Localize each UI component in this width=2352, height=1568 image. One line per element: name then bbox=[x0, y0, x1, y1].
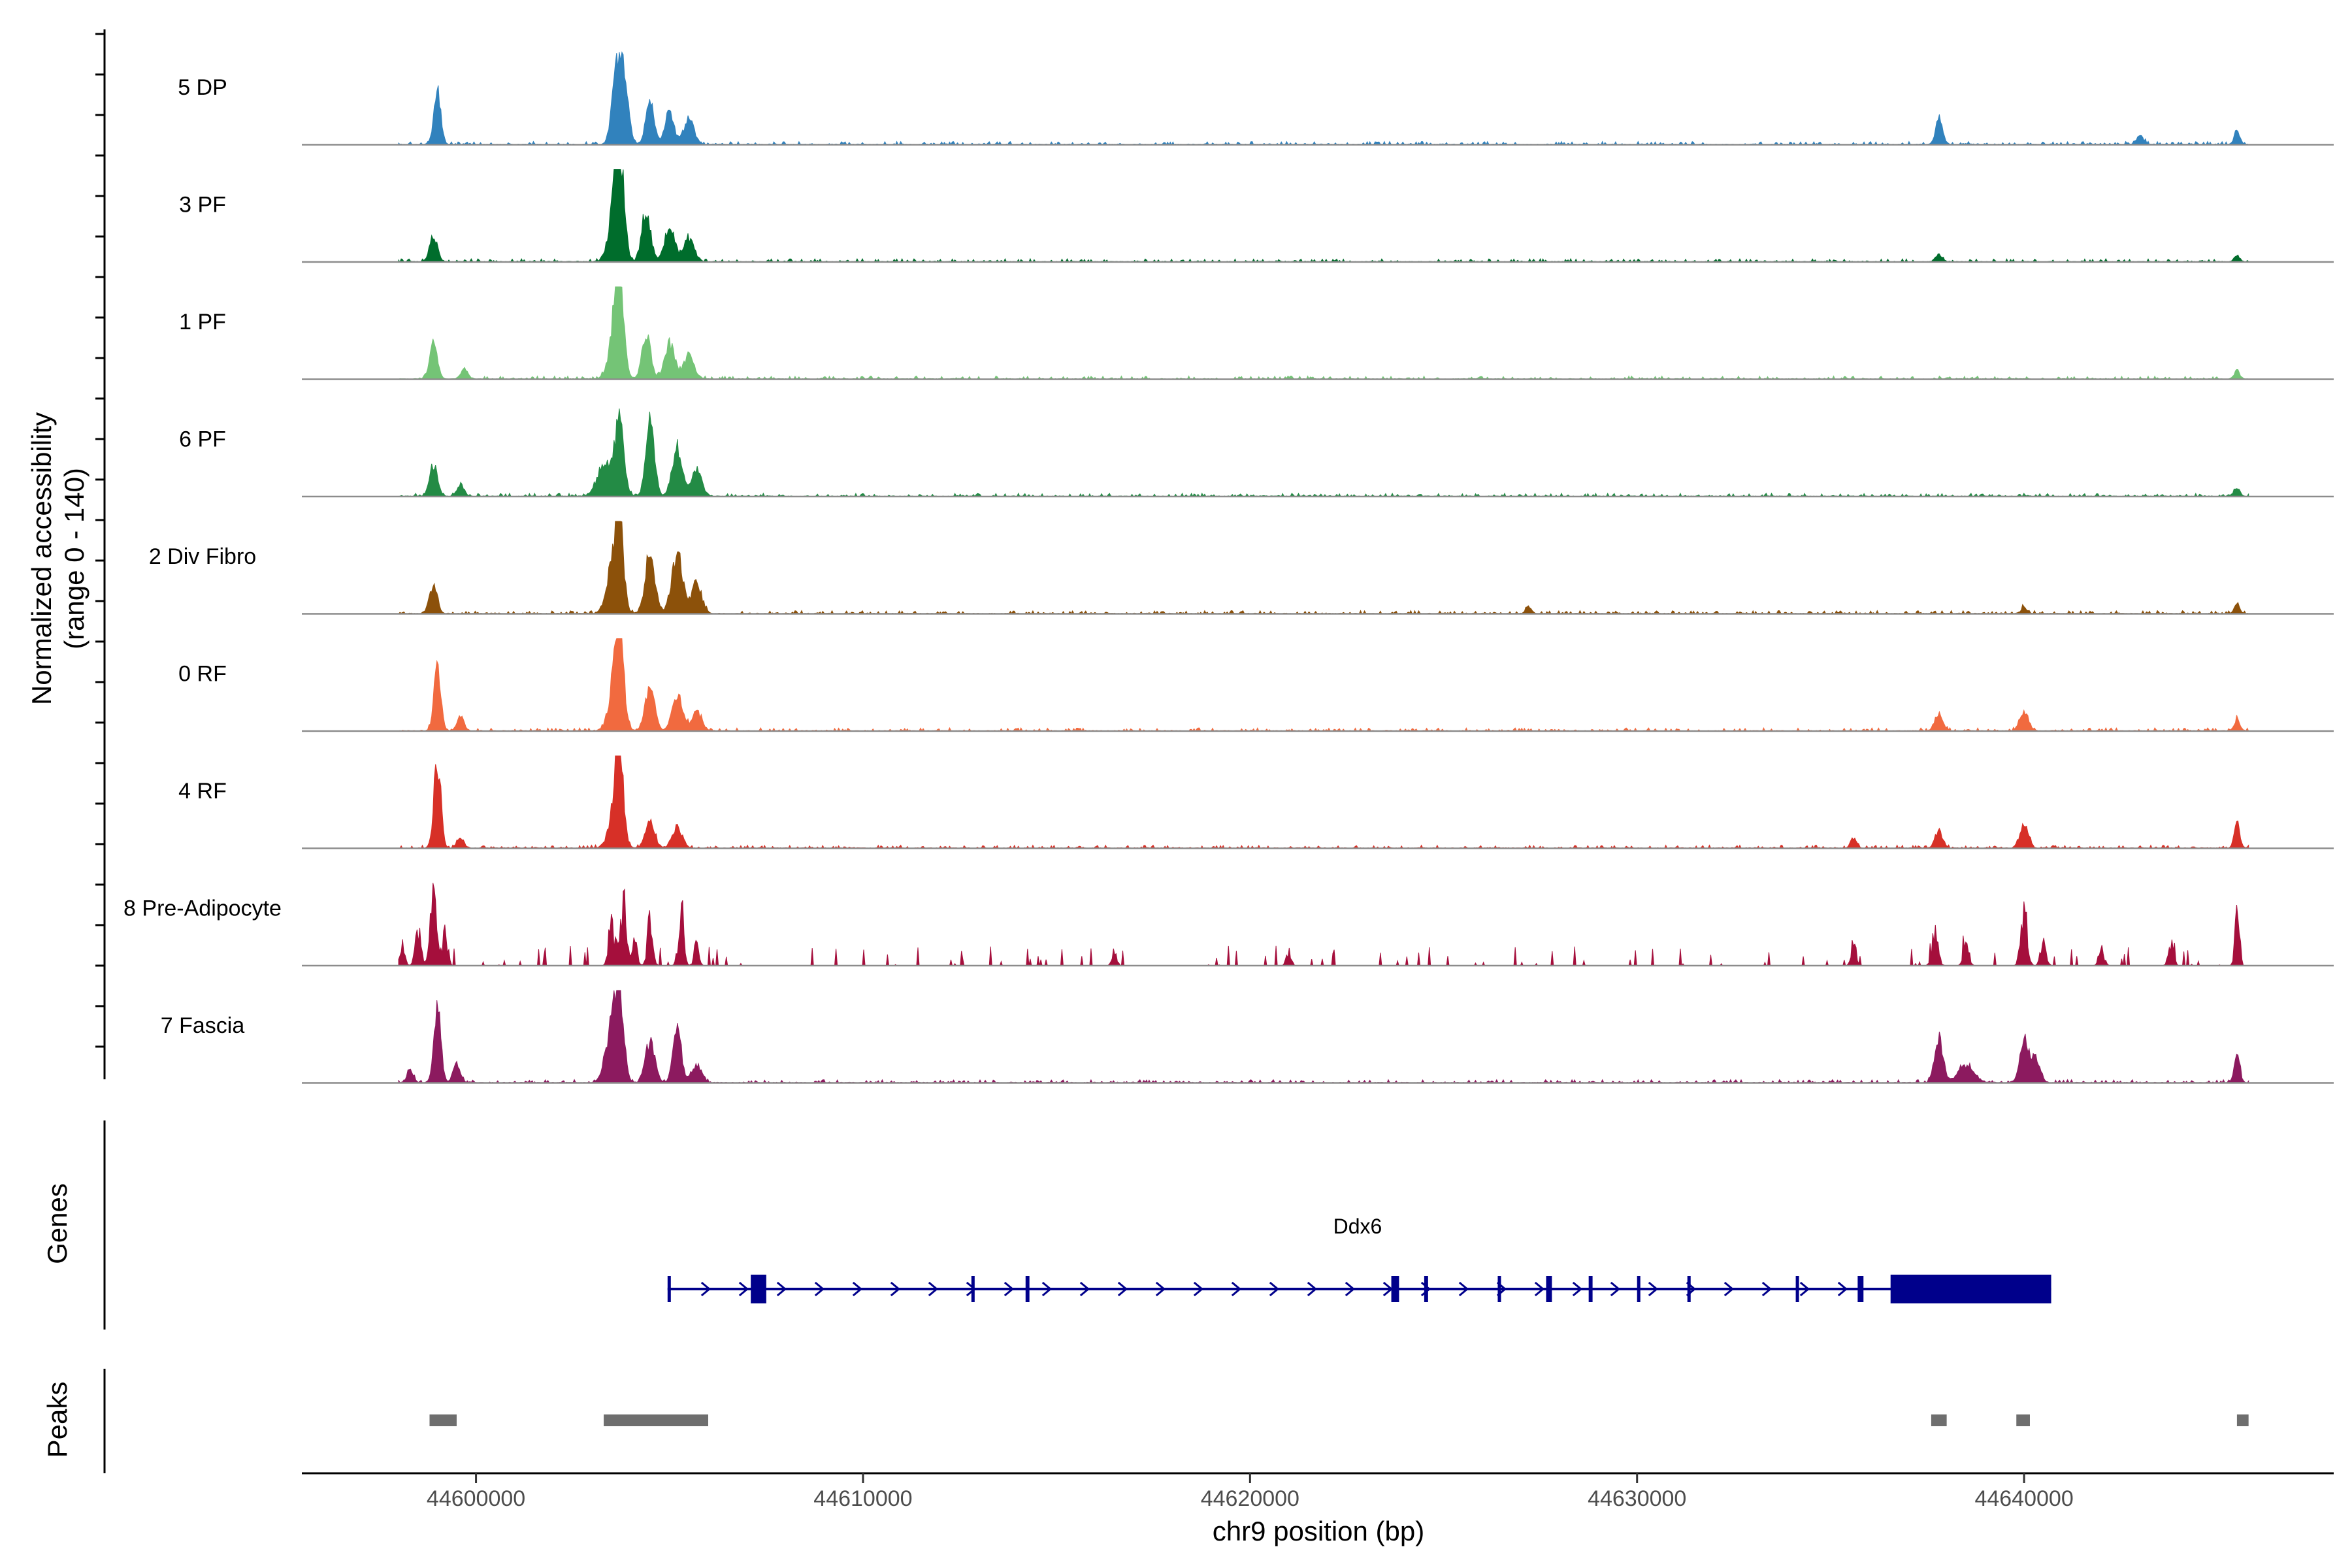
y-axis-title: Normalized accessibility bbox=[26, 412, 57, 705]
track-6-pf: 6 PF bbox=[179, 408, 2334, 498]
x-tick-label: 44600000 bbox=[427, 1486, 525, 1511]
x-axis-title: chr9 position (bp) bbox=[1213, 1516, 1425, 1546]
track-5-dp: 5 DP bbox=[178, 51, 2334, 146]
strand-arrow bbox=[1079, 1281, 1090, 1297]
track-label: 4 RF bbox=[178, 779, 227, 804]
gene-exon bbox=[1497, 1276, 1501, 1302]
peak-region bbox=[429, 1414, 457, 1426]
track-8-pre-adipocyte: 8 Pre-Adipocyte bbox=[123, 883, 2334, 967]
strand-arrow bbox=[890, 1281, 901, 1297]
gene-exon bbox=[1391, 1276, 1399, 1302]
gene-exon bbox=[751, 1275, 766, 1303]
track-label: 2 Div Fibro bbox=[149, 544, 256, 569]
gene-name-label: Ddx6 bbox=[1333, 1215, 1382, 1238]
strand-arrow bbox=[1117, 1281, 1128, 1297]
strand-arrow bbox=[1648, 1281, 1659, 1297]
strand-arrow bbox=[776, 1281, 787, 1297]
peak-region bbox=[2236, 1414, 2249, 1426]
track-3-pf: 3 PF bbox=[179, 169, 2334, 263]
strand-arrow bbox=[1534, 1281, 1545, 1297]
strand-arrow bbox=[814, 1281, 825, 1297]
track-1-pf: 1 PF bbox=[179, 286, 2334, 380]
gene-exon bbox=[1588, 1276, 1593, 1302]
x-tick-label: 44630000 bbox=[1588, 1486, 1686, 1511]
coverage-y-ticks bbox=[95, 33, 105, 1048]
strand-arrow bbox=[1458, 1281, 1469, 1297]
gene-exon bbox=[1890, 1275, 2051, 1303]
coverage-area bbox=[398, 638, 2249, 732]
x-tick-label: 44620000 bbox=[1201, 1486, 1299, 1511]
track-label: 1 PF bbox=[179, 310, 226, 335]
gene-exon bbox=[1546, 1276, 1552, 1302]
track-0-rf: 0 RF bbox=[178, 638, 2334, 732]
track-label: 5 DP bbox=[178, 75, 227, 100]
coverage-tracks: 5 DP 3 PF 1 PF 6 PF 2 Div Fibro 0 RF 4 RF 8 Pre… bbox=[123, 51, 2334, 1084]
peaks-panel-label: Peaks bbox=[42, 1382, 73, 1458]
peak-region bbox=[2016, 1414, 2030, 1426]
strand-arrow bbox=[1307, 1281, 1318, 1297]
strand-arrow bbox=[1269, 1281, 1280, 1297]
genes-panel-label: Genes bbox=[42, 1183, 73, 1264]
track-7-fascia: 7 Fascia bbox=[161, 990, 2334, 1084]
y-axis-title-group: Normalized accessibility (range 0 - 140) bbox=[26, 412, 90, 705]
gene-exon bbox=[1795, 1276, 1799, 1302]
strand-arrow bbox=[1761, 1281, 1772, 1297]
strand-arrow bbox=[1041, 1281, 1053, 1297]
strand-arrow bbox=[700, 1281, 711, 1297]
coverage-area bbox=[398, 408, 2249, 498]
strand-arrow bbox=[1193, 1281, 1204, 1297]
peak-track bbox=[429, 1414, 2249, 1426]
track-label: 8 Pre-Adipocyte bbox=[123, 896, 282, 921]
peak-region bbox=[604, 1414, 708, 1426]
gene-exon bbox=[971, 1276, 975, 1302]
peak-region bbox=[1931, 1414, 1947, 1426]
strand-arrow bbox=[1837, 1281, 1848, 1297]
track-4-rf: 4 RF bbox=[178, 755, 2334, 849]
gene-exon bbox=[1857, 1276, 1864, 1302]
strand-arrow bbox=[1004, 1281, 1015, 1297]
track-label: 3 PF bbox=[179, 193, 226, 218]
track-2-div-fibro: 2 Div Fibro bbox=[149, 521, 2334, 615]
gene-track: Ddx6 bbox=[667, 1215, 2051, 1303]
gene-exon bbox=[1637, 1276, 1641, 1302]
strand-arrow bbox=[928, 1281, 939, 1297]
x-axis: 44600000 44610000 44620000 44630000 44640000 bbox=[302, 1472, 2334, 1511]
strand-arrow bbox=[1155, 1281, 1166, 1297]
strand-arrow bbox=[738, 1281, 749, 1297]
strand-arrow bbox=[852, 1281, 863, 1297]
track-label: 7 Fascia bbox=[161, 1013, 245, 1038]
x-tick-label: 44610000 bbox=[813, 1486, 912, 1511]
y-axis-subtitle: (range 0 - 140) bbox=[59, 468, 90, 649]
strand-arrow bbox=[1420, 1281, 1431, 1297]
track-label: 6 PF bbox=[179, 427, 226, 452]
strand-arrow bbox=[1231, 1281, 1242, 1297]
track-label: 0 RF bbox=[178, 662, 227, 687]
strand-arrow bbox=[1572, 1281, 1583, 1297]
strand-arrow bbox=[1610, 1281, 1621, 1297]
gene-exon bbox=[1025, 1276, 1030, 1302]
strand-arrow bbox=[1723, 1281, 1735, 1297]
strand-arrow bbox=[1345, 1281, 1356, 1297]
gene-exon bbox=[667, 1276, 671, 1302]
strand-arrow bbox=[1799, 1281, 1810, 1297]
gene-exon bbox=[1687, 1276, 1691, 1302]
x-tick-label: 44640000 bbox=[1974, 1486, 2073, 1511]
gene-exon bbox=[1424, 1276, 1428, 1302]
